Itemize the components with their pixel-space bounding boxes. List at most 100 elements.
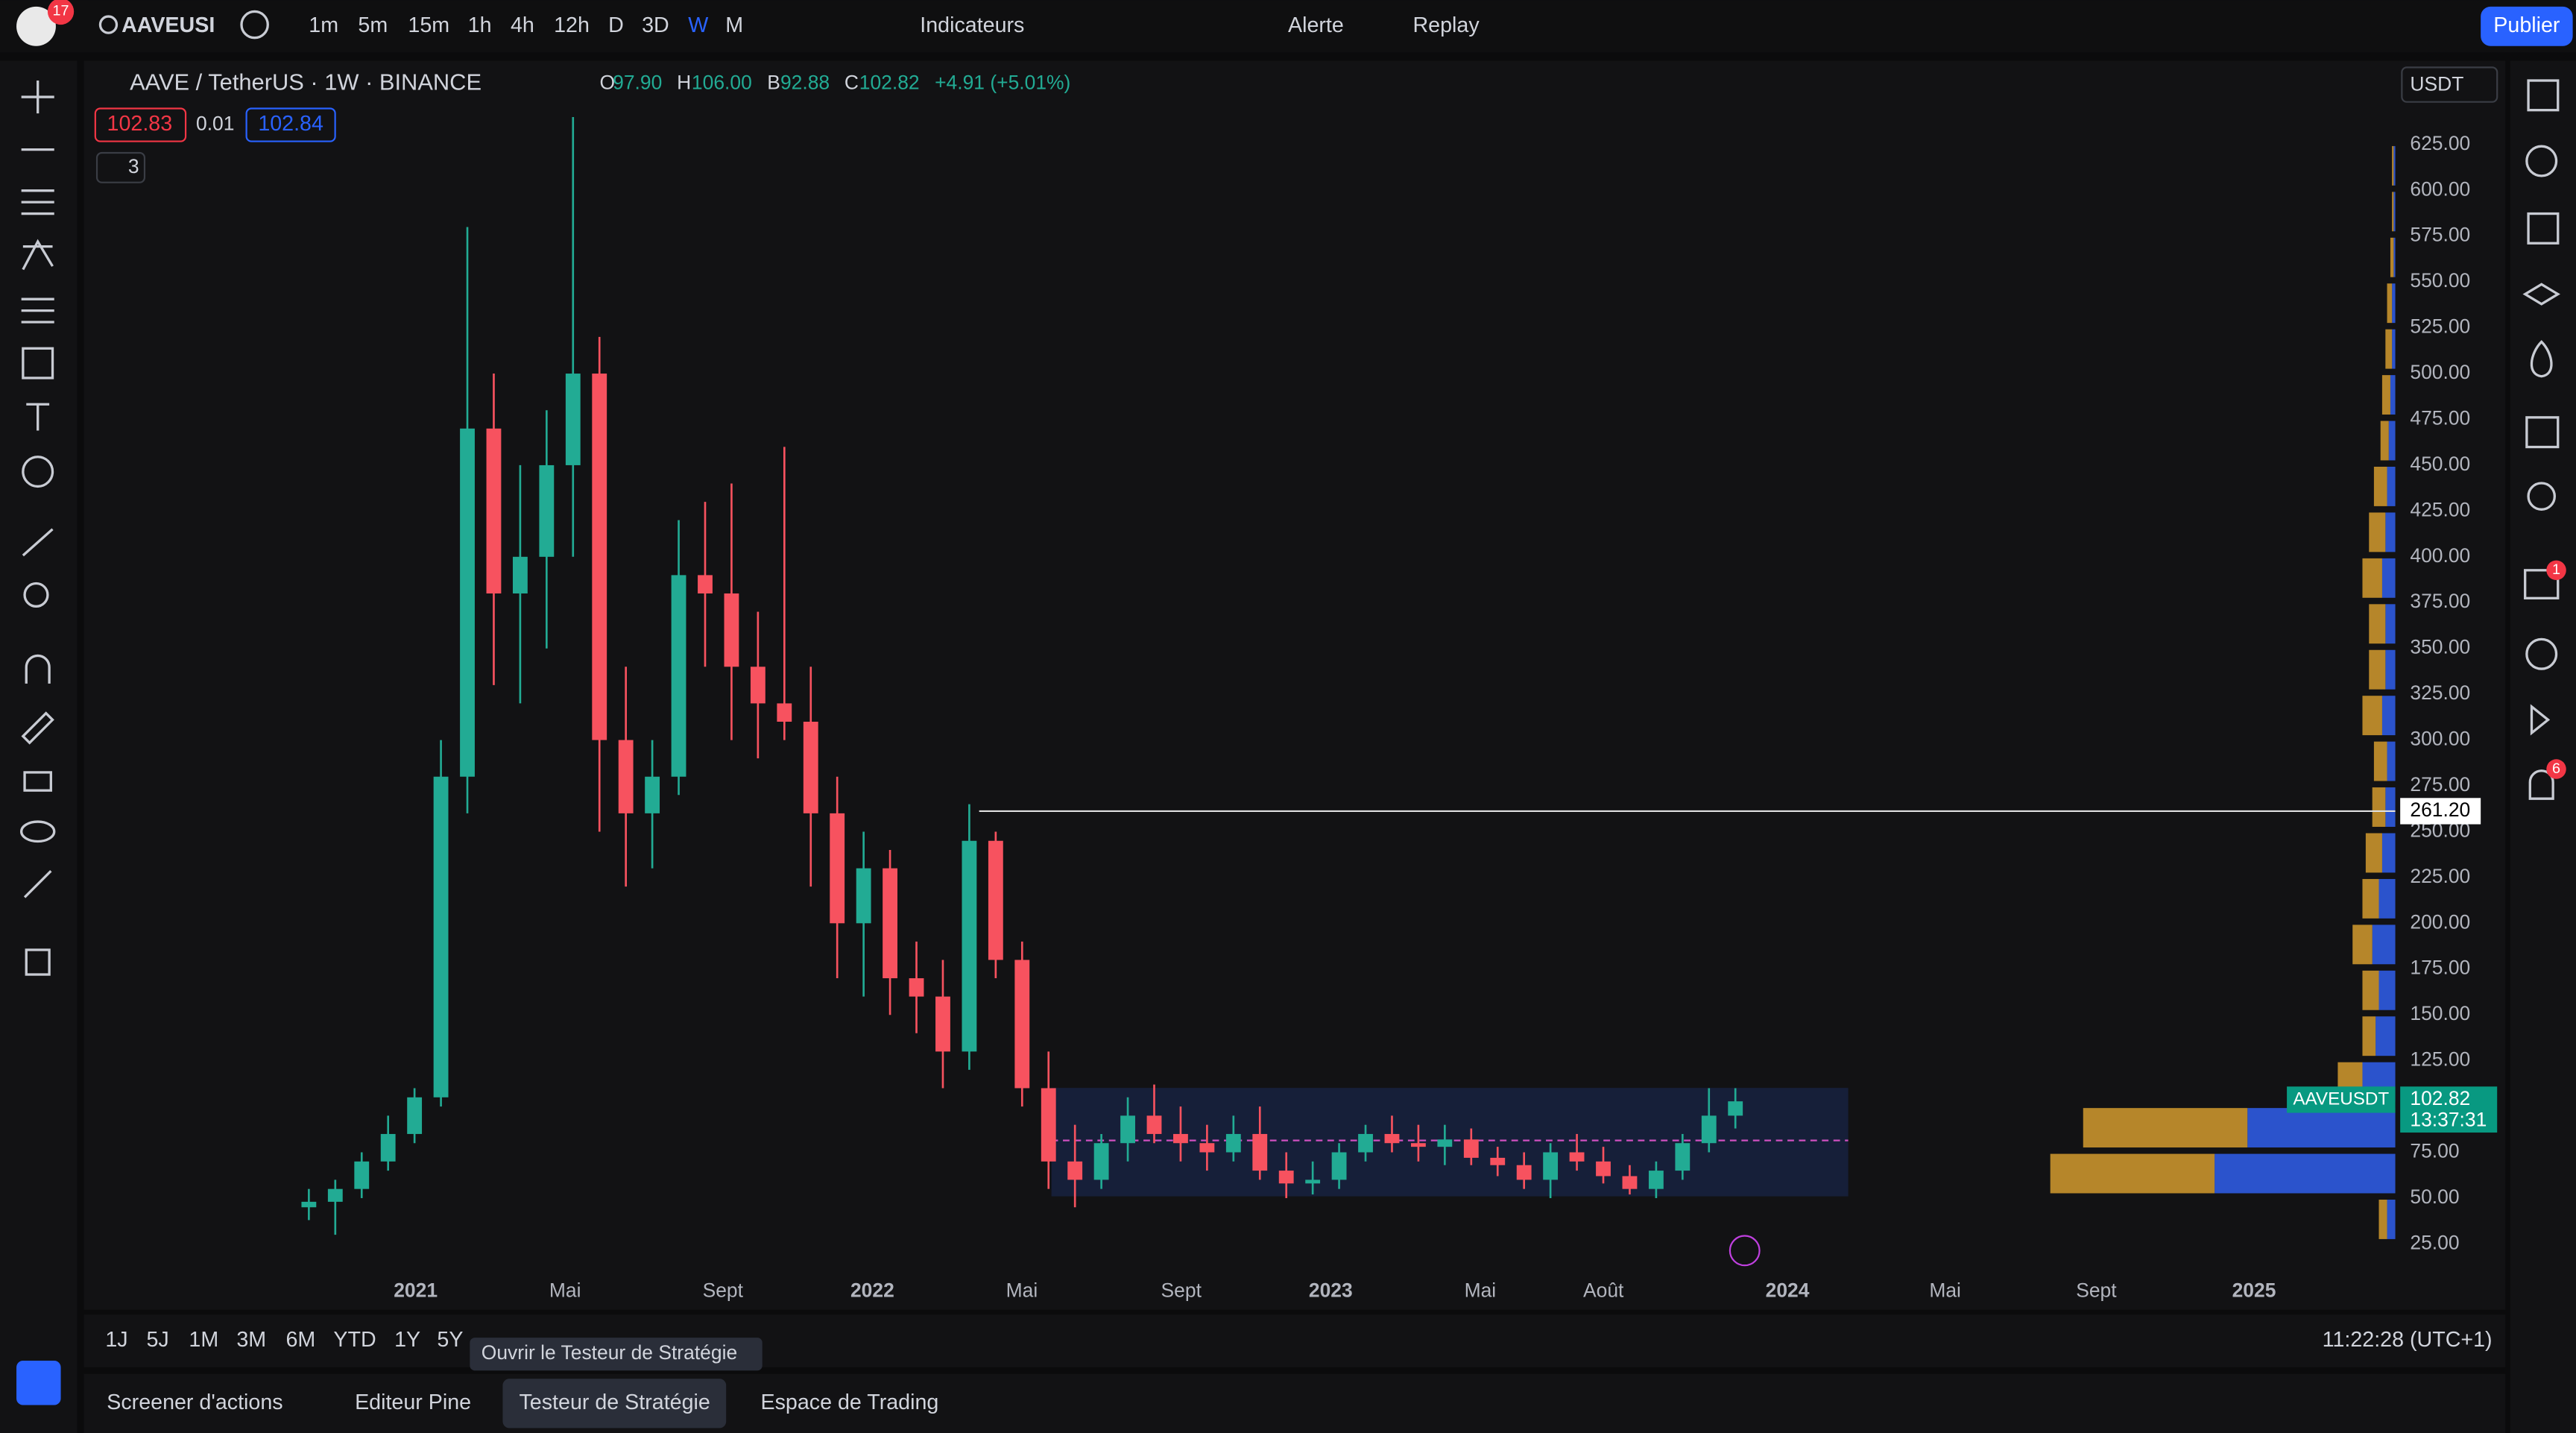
favorites[interactable] [16, 1361, 61, 1405]
profile-sell [2352, 925, 2373, 965]
range-button[interactable]: 1Y [394, 1328, 420, 1352]
y-tick-label: 450.00 [2410, 453, 2470, 475]
candle-body [856, 868, 871, 924]
candle-body [618, 740, 634, 813]
buy-box[interactable] [245, 107, 336, 142]
profile-buy [2390, 375, 2396, 415]
profile-sell [2385, 329, 2393, 369]
event-icon[interactable] [1729, 1235, 1761, 1267]
last-symbol: AAVEUSDT [2293, 1089, 2389, 1109]
ohlc-low-label: B [767, 71, 780, 93]
profile-sell [2373, 741, 2387, 781]
candle-body [1305, 1180, 1321, 1184]
x-tick-label: 2021 [394, 1279, 438, 1301]
symbol-search[interactable]: AAVEUSI [121, 13, 215, 37]
x-tick-label: Mai [1465, 1279, 1497, 1301]
candle-body [1516, 1165, 1532, 1180]
interval[interactable]: M [725, 13, 743, 37]
profile-buy [2378, 970, 2396, 1010]
candle-body [1146, 1115, 1162, 1134]
profile-buy [2387, 1200, 2396, 1239]
x-tick-label: Sept [2076, 1279, 2117, 1301]
tooltip [470, 1338, 763, 1371]
interval[interactable]: 4h [511, 13, 534, 37]
replay-button[interactable]: Replay [1413, 13, 1480, 37]
bottom-tab[interactable]: Testeur de Stratégie [519, 1391, 710, 1414]
profile-sell [2369, 649, 2386, 690]
range-button[interactable]: 5J [146, 1328, 168, 1352]
y-tick-label: 425.00 [2410, 498, 2470, 520]
range-button[interactable]: 6M [285, 1328, 315, 1352]
interval[interactable]: 5m [358, 13, 388, 37]
y-tick-label: 50.00 [2410, 1185, 2459, 1208]
bottom-tab[interactable]: Screener d'actions [107, 1391, 282, 1414]
candle-body [645, 776, 660, 813]
profile-sell [2362, 1016, 2376, 1056]
range-button[interactable]: 3M [236, 1328, 266, 1352]
bottom-tab[interactable]: Editeur Pine [355, 1391, 471, 1414]
ohlc-open: 97.90 [613, 71, 662, 93]
y-tick-label: 475.00 [2410, 406, 2470, 429]
range-button[interactable]: 5Y [437, 1328, 463, 1352]
profile-buy [2381, 696, 2396, 736]
x-tick-label: Sept [703, 1279, 744, 1301]
ohlc-change: +4.91 (+5.01%) [935, 71, 1070, 93]
add-symbol[interactable] [240, 10, 269, 40]
range-button[interactable]: YTD [333, 1328, 376, 1352]
profile-buy [2393, 192, 2396, 232]
collapse-indicators[interactable] [95, 151, 146, 183]
candle-body [1225, 1133, 1241, 1153]
interval[interactable]: D [608, 13, 624, 37]
publish-button[interactable] [2481, 6, 2573, 46]
y-tick-label: 75.00 [2410, 1140, 2459, 1162]
bottom-tab[interactable]: Espace de Trading [760, 1391, 938, 1414]
currency-select[interactable] [2401, 66, 2498, 103]
avatar[interactable] [16, 6, 56, 46]
interval[interactable]: 1h [468, 13, 492, 37]
chart-pane [83, 60, 2506, 1310]
candle-body [988, 840, 1003, 960]
candle-body [1543, 1152, 1559, 1180]
indicators-count[interactable]: 3 [128, 155, 139, 177]
alert-button[interactable]: Alerte [1288, 13, 1344, 37]
y-tick-label: 325.00 [2410, 681, 2470, 704]
publish-label[interactable]: Publier [2493, 13, 2560, 37]
ohlc-low: 92.88 [780, 71, 830, 93]
interval[interactable]: 3D [642, 13, 669, 37]
x-tick-label: 2023 [1309, 1279, 1353, 1301]
active-tab[interactable] [502, 1379, 727, 1429]
interval[interactable]: W [688, 13, 708, 37]
y-tick-label: 400.00 [2410, 544, 2470, 567]
interval[interactable]: 12h [554, 13, 590, 37]
interval[interactable]: 15m [408, 13, 449, 37]
profile-buy [2385, 604, 2396, 644]
profile-sell [2369, 604, 2386, 644]
indicators-button[interactable]: Indicateurs [920, 13, 1024, 37]
range-button[interactable]: 1M [189, 1328, 218, 1352]
profile-sell [2369, 512, 2386, 552]
candle-body [1331, 1152, 1347, 1180]
candle-body [1120, 1115, 1135, 1144]
y-tick-label: 575.00 [2410, 224, 2470, 246]
right-tools[interactable] [2522, 79, 2566, 800]
y-tick-label: 225.00 [2410, 865, 2470, 887]
candle-body [1622, 1176, 1638, 1189]
range-button[interactable]: 1J [105, 1328, 127, 1352]
x-tick-label: Sept [1161, 1279, 1202, 1301]
buy-price[interactable]: 102.84 [258, 112, 323, 136]
badge [47, 0, 75, 25]
tooltip-text: Ouvrir le Testeur de Stratégie [482, 1341, 737, 1364]
sell-price[interactable]: 102.83 [107, 112, 173, 136]
search-icon[interactable] [98, 15, 119, 34]
currency[interactable]: USDT [2410, 73, 2463, 95]
interval[interactable]: 1m [309, 13, 338, 37]
sell-box[interactable] [94, 107, 187, 142]
profile-sell [2390, 237, 2394, 277]
profile-buy [2392, 329, 2396, 369]
candle-body [935, 996, 950, 1052]
y-tick-label: 375.00 [2410, 590, 2470, 612]
ohlc-close-label: C [845, 71, 859, 93]
ohlc-close: 102.82 [859, 71, 920, 93]
profile-sell [2392, 145, 2394, 186]
left-tools[interactable] [20, 81, 56, 976]
